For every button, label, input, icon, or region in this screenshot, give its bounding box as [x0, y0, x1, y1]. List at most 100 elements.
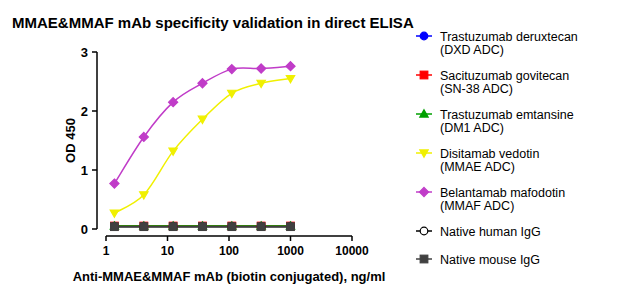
- legend-label-line: (DXD ADC): [440, 43, 504, 57]
- legend-label-line: Trastuzumab deruxtecan: [440, 30, 578, 44]
- x-tick-label: 1000: [277, 244, 304, 258]
- x-tick-label: 1: [103, 244, 110, 258]
- x-tick: [167, 236, 169, 241]
- legend-marker: [420, 150, 428, 157]
- legend-label-line: Belantamab mafodotin: [440, 186, 565, 200]
- legend-item: Belantamab mafodotin(MMAF ADC): [416, 186, 565, 213]
- x-tick-label: 10: [161, 244, 175, 258]
- y-tick-label: 1: [81, 163, 88, 178]
- data-point: [199, 223, 207, 231]
- legend-label: Disitamab vedotin(MMAE ADC): [440, 147, 539, 174]
- data-point: [169, 98, 178, 107]
- data-point: [227, 65, 236, 74]
- data-point: [287, 223, 295, 231]
- legend-item: Sacituzumab govitecan(SN-38 ADC): [416, 69, 569, 96]
- legend-item: Native mouse IgG: [416, 253, 540, 267]
- x-tick: [105, 236, 107, 241]
- data-point: [140, 192, 148, 199]
- data-point: [111, 222, 119, 230]
- x-tick-label: 10000: [335, 244, 369, 258]
- data-point: [257, 80, 265, 87]
- data-point: [140, 222, 148, 230]
- data-point: [111, 222, 119, 230]
- data-point: [287, 222, 295, 230]
- x-tick: [351, 236, 353, 241]
- legend-item: Trastuzumab emtansine(DM1 ADC): [416, 108, 574, 135]
- data-point: [139, 132, 148, 141]
- title: MMAE&MMAF mAb specificity validation in …: [12, 14, 414, 31]
- y-tick-label: 2: [81, 104, 88, 119]
- legend-item: Trastuzumab deruxtecan(DXD ADC): [416, 30, 578, 57]
- legend-label: Trastuzumab emtansine(DM1 ADC): [440, 108, 574, 135]
- data-point: [169, 222, 177, 230]
- data-point: [228, 222, 236, 230]
- legend-label: Trastuzumab deruxtecan(DXD ADC): [440, 30, 578, 57]
- legend-item: Native human IgG: [416, 225, 541, 239]
- data-point: [140, 223, 148, 231]
- data-point: [169, 223, 177, 231]
- data-point: [199, 222, 207, 230]
- data-point: [110, 210, 118, 217]
- legend-label-line: Trastuzumab emtansine: [440, 108, 574, 122]
- y-tick-label: 0: [81, 222, 88, 237]
- legend-label: Native human IgG: [440, 225, 541, 239]
- data-point: [199, 223, 207, 231]
- chart: MMAE&MMAF mAb specificity validation in …: [0, 0, 619, 294]
- x-tick: [228, 236, 230, 241]
- y-axis-label: OD 450: [63, 118, 78, 163]
- data-point: [169, 148, 177, 155]
- legend-label-line: Native human IgG: [440, 225, 541, 239]
- legend-label: Belantamab mafodotin(MMAF ADC): [440, 186, 565, 213]
- legend-label-line: Sacituzumab govitecan: [440, 69, 569, 83]
- y-tick: [92, 169, 97, 171]
- data-point: [257, 222, 265, 230]
- data-point: [110, 179, 119, 188]
- background: [0, 0, 619, 294]
- legend-marker: [420, 110, 428, 117]
- data-point: [257, 223, 265, 231]
- y-tick-label: 3: [81, 45, 88, 60]
- data-point: [257, 223, 265, 231]
- data-point: [169, 222, 177, 230]
- legend-label: Sacituzumab govitecan(SN-38 ADC): [440, 69, 569, 96]
- y-tick: [92, 51, 97, 53]
- legend-marker: [420, 71, 428, 79]
- legend-marker: [420, 255, 428, 263]
- y-tick: [92, 228, 97, 230]
- data-point: [228, 222, 236, 230]
- data-point: [140, 223, 148, 231]
- data-point: [228, 223, 236, 231]
- legend-label-line: Native mouse IgG: [440, 253, 540, 267]
- data-point: [286, 76, 294, 83]
- data-point: [111, 223, 119, 231]
- legend-label-line: (DM1 ADC): [440, 121, 504, 135]
- data-point: [257, 64, 266, 73]
- legend-label-line: (SN-38 ADC): [440, 82, 513, 96]
- y-axis: [96, 52, 98, 229]
- data-point: [111, 223, 119, 231]
- data-point: [198, 79, 207, 88]
- data-point: [199, 222, 207, 230]
- legend-label: Native mouse IgG: [440, 253, 540, 267]
- data-point: [228, 223, 236, 231]
- data-point: [257, 222, 265, 230]
- legend-item: Disitamab vedotin(MMAE ADC): [416, 147, 539, 174]
- data-point: [140, 222, 148, 230]
- series-line: [114, 79, 290, 214]
- data-point: [287, 222, 295, 230]
- plot-area: [110, 62, 295, 231]
- x-tick: [290, 236, 292, 241]
- x-tick-label: 100: [219, 244, 239, 258]
- data-point: [286, 62, 295, 71]
- legend-label-line: (MMAF ADC): [440, 199, 514, 213]
- x-axis-label: Anti-MMAE&MMAF mAb (biotin conjugated), …: [73, 269, 386, 284]
- legend-label-line: (MMAE ADC): [440, 160, 515, 174]
- y-tick: [92, 110, 97, 112]
- legend-marker: [420, 32, 428, 40]
- data-point: [169, 223, 177, 231]
- data-point: [287, 223, 295, 231]
- legend-marker: [420, 227, 428, 235]
- legend-marker: [419, 187, 428, 196]
- data-point: [228, 90, 236, 97]
- legend-label-line: Disitamab vedotin: [440, 147, 539, 161]
